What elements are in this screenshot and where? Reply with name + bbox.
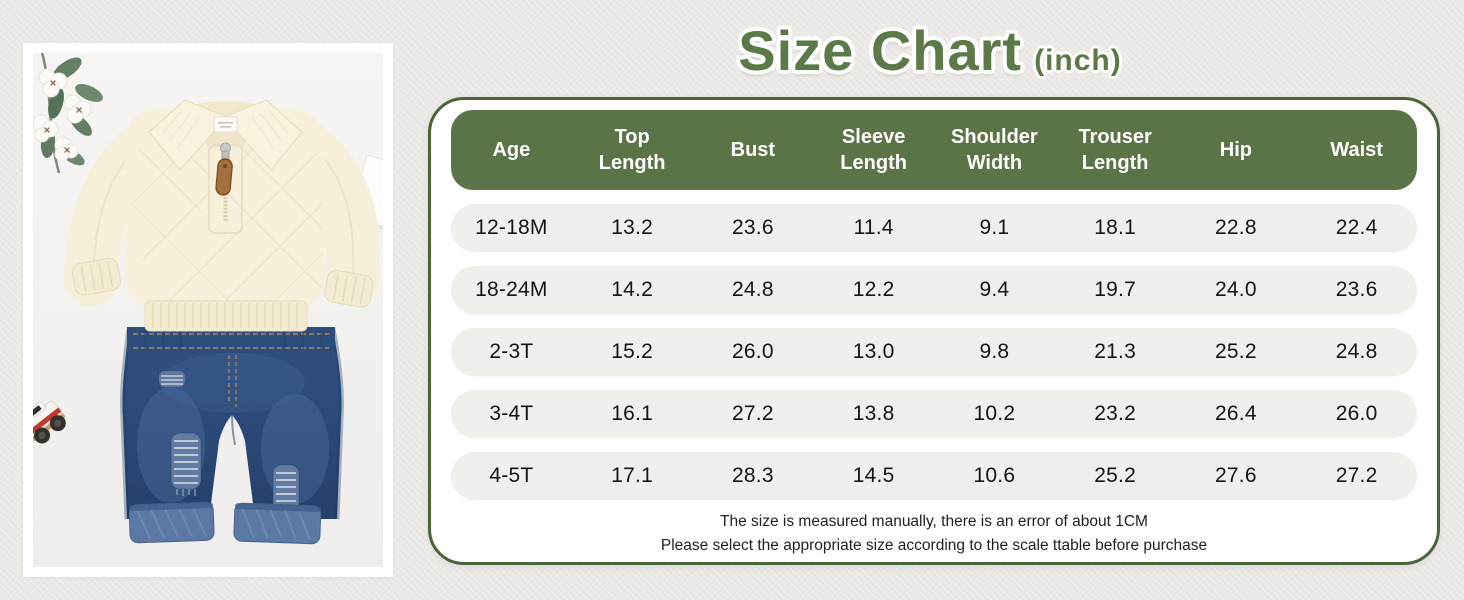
age-cell: 12-18M [475,216,548,239]
cotton-branch-graphic [33,53,103,174]
size-notes: The size is measured manually, there is … [431,510,1437,558]
table-cell: 18.1 [1094,216,1136,239]
size-chart-panel: Size Chart (inch) Age Top Length Bust Sle… [396,0,1464,600]
table-cell: 14.5 [852,464,895,487]
table-cell: 15.2 [611,340,653,363]
size-note-line: Please select the appropriate size accor… [660,537,1208,554]
table-row: 4-5T 17.1 28.3 14.5 10.6 25.2 27.6 27.2 [451,452,1417,500]
table-cell: 27.6 [1215,464,1257,487]
table-row: 18-24M 14.2 24.8 12.2 9.4 19.7 24.0 23.6 [451,266,1417,314]
table-cell: 25.2 [1094,464,1136,487]
size-table-header: Age Top Length Bust Sleeve Length Should… [451,110,1417,190]
age-cell: 18-24M [475,278,548,301]
jeans-cuff [233,502,322,545]
age-cell: 2-3T [489,340,534,363]
table-cell: 24.8 [732,278,774,301]
table-cell: 22.8 [1215,216,1257,239]
photo-frame [33,53,383,567]
column-header-trouser-length: Trouser Length [1078,126,1152,174]
table-cell: 23.2 [1094,402,1136,425]
age-cell: 4-5T [489,464,534,487]
column-header-age: Age [492,139,531,161]
table-cell: 27.2 [732,402,774,425]
sweater-graphic [64,99,381,332]
sweater-hem [144,300,308,332]
jeans-rip [159,371,185,387]
jeans-rip [170,432,202,496]
leather-zipper-pull [215,158,233,196]
table-row: 3-4T 16.1 27.2 13.8 10.2 23.2 26.4 26.0 [451,390,1417,438]
table-cell: 19.7 [1094,278,1136,301]
table-cell: 26.0 [1335,402,1378,425]
table-cell: 10.2 [973,402,1016,425]
table-cell: 23.6 [1335,278,1378,301]
jeans-cuff [128,501,215,544]
flat-lay-illustration [33,53,383,545]
table-cell: 9.1 [979,216,1010,239]
table-cell: 21.3 [1094,340,1136,363]
table-cell: 9.8 [979,340,1010,363]
table-cell: 27.2 [1335,464,1378,487]
neck-label [213,116,238,133]
table-cell: 13.0 [852,340,895,363]
table-cell: 10.6 [973,464,1016,487]
table-cell: 13.8 [852,402,895,425]
table-cell: 14.2 [611,278,653,301]
size-chart-title: Size Chart [738,19,1023,82]
page-title: Size Chart (inch) [396,18,1464,83]
table-cell: 24.0 [1215,278,1257,301]
size-note-line: The size is measured manually, there is … [720,513,1148,530]
table-cell: 12.2 [852,278,895,301]
table-cell: 11.4 [853,216,894,239]
table-cell: 9.4 [979,278,1010,301]
jeans-graphic [119,327,345,545]
column-header-shoulder-width: Shoulder Width [951,126,1038,174]
table-row: 2-3T 15.2 26.0 13.0 9.8 21.3 25.2 24.8 [451,328,1417,376]
column-header-top-length: Top Length [598,126,666,174]
table-cell: 24.8 [1335,340,1378,363]
age-cell: 3-4T [489,402,534,425]
column-header-bust: Bust [730,139,776,161]
size-table: Age Top Length Bust Sleeve Length Should… [428,97,1440,565]
table-cell: 25.2 [1215,340,1257,363]
table-cell: 16.1 [611,402,653,425]
size-chart-unit: (inch) [1034,44,1122,77]
toy-car-graphic [33,400,66,444]
column-header-sleeve-length: Sleeve Length [840,126,907,174]
table-cell: 13.2 [611,216,653,239]
column-header-hip: Hip [1219,139,1252,161]
table-cell: 28.3 [732,464,774,487]
product-photo [23,43,393,577]
table-row: 12-18M 13.2 23.6 11.4 9.1 18.1 22.8 22.4 [451,204,1417,252]
table-cell: 23.6 [732,216,774,239]
column-header-waist: Waist [1330,139,1383,161]
table-cell: 17.1 [611,464,653,487]
table-cell: 26.4 [1215,402,1257,425]
table-cell: 22.4 [1335,216,1378,239]
table-cell: 26.0 [732,340,774,363]
